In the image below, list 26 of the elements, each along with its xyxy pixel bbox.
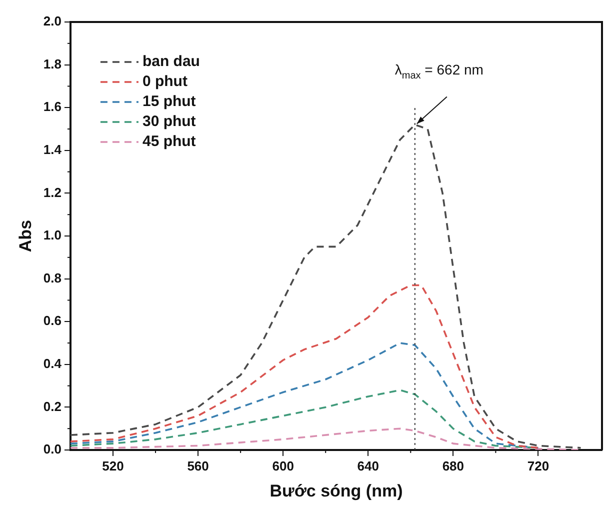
- y-tick-label: 1.0: [43, 228, 62, 243]
- legend-label: 45 phut: [142, 133, 196, 150]
- y-tick-label: 2.0: [43, 14, 62, 29]
- legend-label: 15 phut: [142, 93, 196, 110]
- y-tick-label: 1.6: [43, 99, 62, 114]
- x-tick-label: 640: [357, 458, 379, 474]
- y-tick-label: 0.8: [43, 270, 62, 286]
- y-tick-label: 1.2: [43, 184, 62, 200]
- y-tick-label: 1.8: [43, 56, 62, 72]
- y-axis-title: Abs: [16, 220, 35, 252]
- y-tick-label: 0.0: [43, 442, 62, 457]
- legend-label: ban dau: [142, 53, 200, 70]
- x-tick-label: 520: [102, 458, 124, 474]
- x-tick-label: 680: [442, 458, 464, 474]
- x-axis-title: Bước sóng (nm): [270, 481, 403, 500]
- legend-label: 30 phut: [142, 113, 196, 130]
- y-tick-label: 0.4: [43, 356, 62, 371]
- x-tick-label: 560: [187, 458, 209, 474]
- line-series: [70, 284, 540, 449]
- y-tick-label: 1.4: [43, 142, 62, 157]
- x-tick-label: 720: [527, 458, 550, 474]
- x-tick-label: 600: [272, 458, 294, 474]
- y-tick-label: 0.2: [43, 398, 62, 414]
- legend-label: 0 phut: [142, 73, 188, 90]
- line-series: [70, 342, 540, 449]
- y-tick-label: 0.6: [43, 313, 62, 328]
